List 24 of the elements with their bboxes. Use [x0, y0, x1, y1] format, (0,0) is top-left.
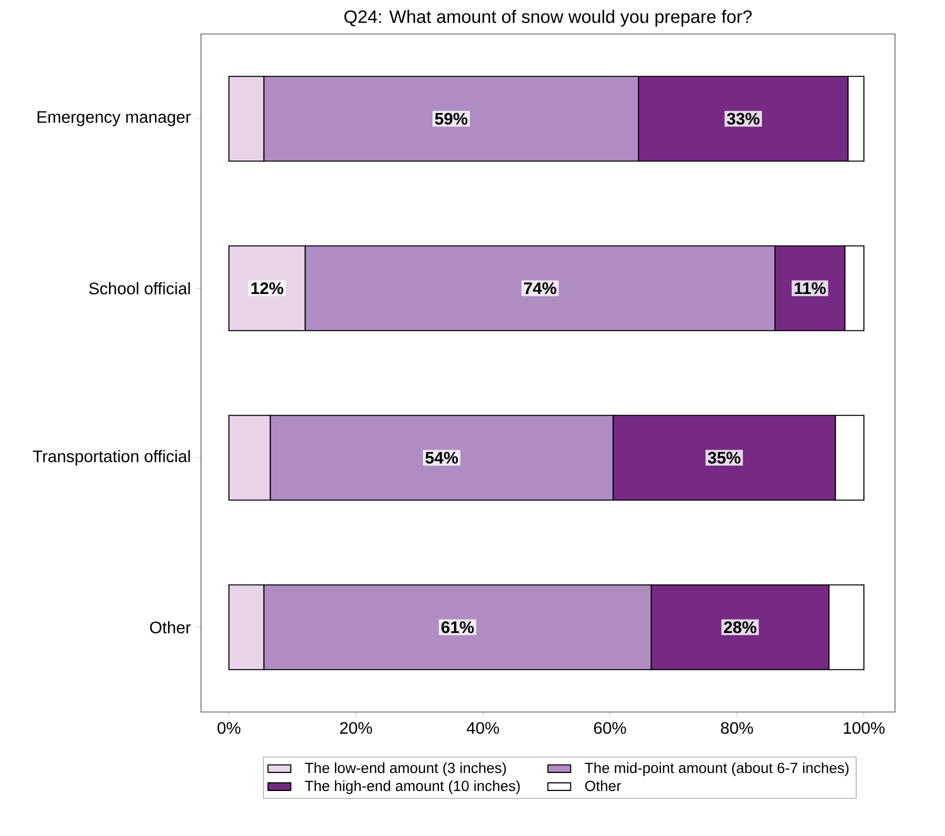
data-label: 54%	[425, 452, 458, 464]
x-tick-label: 80%	[720, 722, 753, 734]
y-tick-label: School official	[89, 282, 190, 294]
x-tick-label: 40%	[466, 722, 499, 734]
legend-label: The mid-point amount (about 6-7 inches)	[584, 762, 849, 776]
data-label: 12%	[251, 282, 284, 294]
data-label: 28%	[724, 621, 756, 634]
y-tick-label: Transportation official	[32, 450, 190, 466]
data-label: 11%	[794, 282, 826, 294]
chart-title: Q24: What amount of snow would you prepare for?	[344, 10, 752, 27]
legend-label: Other	[585, 780, 621, 792]
legend-label: The low-end amount (3 inches)	[304, 762, 506, 776]
legend-label: The high-end amount (10 inches)	[304, 780, 520, 794]
x-tick-label: 0%	[218, 722, 240, 734]
x-tick-label: 20%	[340, 722, 372, 734]
data-label: 35%	[708, 452, 740, 464]
x-tick-label: 60%	[594, 722, 626, 734]
data-label: 61%	[441, 621, 474, 634]
data-label: 33%	[726, 112, 760, 125]
y-tick-label: Emergency manager	[38, 111, 191, 126]
x-tick-label: 100%	[844, 722, 885, 734]
y-tick-label: Other	[150, 621, 191, 634]
data-label: 74%	[524, 282, 556, 294]
data-label: 59%	[435, 112, 468, 125]
